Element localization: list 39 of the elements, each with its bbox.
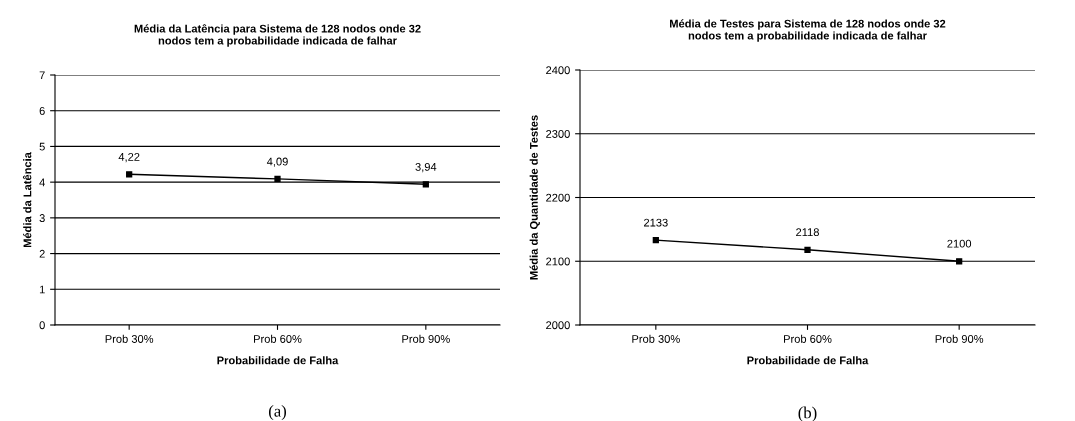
point xyxy=(274,175,281,183)
x-axis-title: Probabilidade de Falha xyxy=(747,356,869,365)
data-label: 2133 xyxy=(644,218,668,227)
y-tick-label: 2200 xyxy=(546,193,570,202)
data-label: 4,09 xyxy=(266,157,288,167)
point xyxy=(422,181,429,188)
point xyxy=(956,258,963,265)
y-tick-label: 6 xyxy=(39,106,45,115)
y-tick-label: 4 xyxy=(39,178,45,187)
x-tick-label: Prob 90% xyxy=(402,334,450,343)
x-axis-title: Probabilidade de Falha xyxy=(217,356,339,365)
y-tick-label: 2300 xyxy=(546,130,570,138)
y-tick-label: 2 xyxy=(39,249,45,258)
y-tick-label: 2000 xyxy=(546,321,570,330)
point xyxy=(126,171,133,178)
data-label: 2100 xyxy=(947,239,972,248)
data-label: 2118 xyxy=(796,228,819,237)
y-tick-label: 2400 xyxy=(546,66,570,75)
x-tick-label: Prob 90% xyxy=(935,334,984,343)
x-tick-label: Prob 60% xyxy=(784,334,832,343)
y-tick-label: 1 xyxy=(39,285,45,294)
chart-title: Média da Latência para Sistema de 128 nodos onde 32 nodos tem a probabilidade indicada de falhar xyxy=(134,24,421,47)
y-tick-label: 0 xyxy=(39,321,45,330)
y-tick-label: 5 xyxy=(39,142,45,151)
y-axis-title: Média da Latência xyxy=(22,152,32,248)
text: (b) xyxy=(798,406,817,421)
point xyxy=(804,246,811,253)
y-tick-label: 7 xyxy=(39,71,45,80)
x-tick-label: Prob 30% xyxy=(105,334,154,343)
y-axis-title: Média da Quantidade de Testes xyxy=(529,115,540,280)
text: (a) xyxy=(268,405,287,421)
chart-title: Média de Testes para Sistema de 128 nodos onde 32 nodos tem a probabilidade indicada de falhar xyxy=(670,19,946,42)
data-label: 4,22 xyxy=(118,152,140,163)
y-tick-label: 3 xyxy=(39,214,45,222)
data-label: 3,94 xyxy=(415,162,437,173)
point xyxy=(652,237,659,244)
x-tick-label: Prob 30% xyxy=(632,334,680,343)
y-tick-label: 2100 xyxy=(546,257,570,266)
x-tick-label: Prob 60% xyxy=(254,334,302,343)
